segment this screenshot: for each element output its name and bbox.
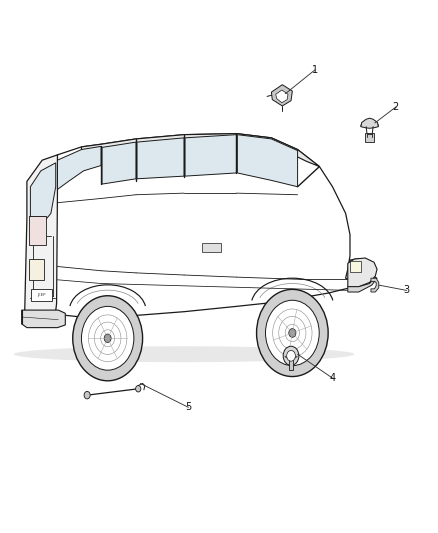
Bar (28, 259, 44, 280)
Circle shape (81, 306, 134, 370)
Text: 1: 1 (312, 65, 318, 75)
Bar (289, 354, 293, 369)
Polygon shape (137, 138, 184, 179)
Polygon shape (276, 90, 288, 103)
Text: 3: 3 (404, 286, 410, 295)
Bar (31, 289, 52, 301)
Circle shape (104, 334, 111, 343)
Ellipse shape (14, 346, 354, 362)
Text: JEEP: JEEP (38, 293, 46, 297)
Polygon shape (371, 278, 379, 292)
Polygon shape (55, 134, 374, 317)
Polygon shape (25, 155, 57, 314)
Polygon shape (21, 310, 65, 328)
Polygon shape (185, 135, 237, 176)
Polygon shape (81, 134, 319, 166)
Polygon shape (57, 147, 101, 189)
Bar (350, 261, 361, 272)
Circle shape (84, 391, 90, 399)
Polygon shape (237, 135, 297, 187)
Circle shape (283, 346, 299, 366)
Circle shape (287, 351, 295, 361)
Polygon shape (30, 163, 56, 227)
Polygon shape (348, 258, 377, 287)
Circle shape (257, 289, 328, 376)
Bar (365, 133, 374, 142)
Bar (28, 216, 46, 245)
Bar (201, 243, 221, 252)
Text: 2: 2 (393, 102, 399, 112)
Text: 4: 4 (329, 373, 336, 383)
Circle shape (73, 296, 143, 381)
Polygon shape (348, 277, 377, 292)
Polygon shape (272, 85, 292, 106)
Polygon shape (361, 118, 378, 128)
Circle shape (289, 328, 296, 337)
Text: 5: 5 (185, 402, 191, 413)
Polygon shape (102, 142, 136, 184)
Circle shape (136, 385, 141, 392)
Circle shape (265, 300, 319, 366)
